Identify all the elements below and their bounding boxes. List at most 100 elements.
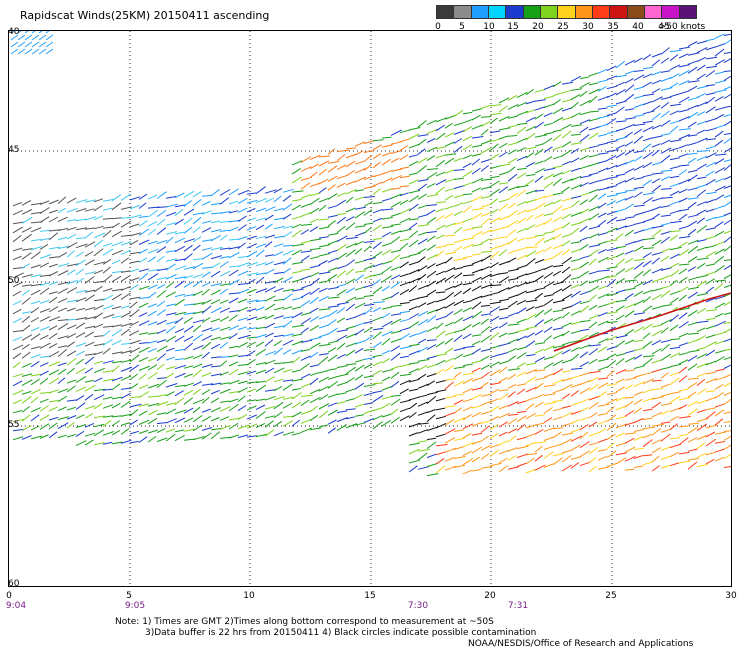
- time-label: 9:04: [5, 601, 27, 611]
- wind-barb: [111, 360, 122, 364]
- wind-barb: [246, 341, 256, 348]
- wind-barb: [192, 354, 203, 360]
- wind-barb: [210, 417, 220, 422]
- wind-barb: [633, 177, 644, 180]
- wind-barb: [363, 363, 373, 369]
- wind-barb: [138, 257, 148, 263]
- wind-barb: [507, 401, 519, 407]
- wind-barb: [615, 162, 628, 168]
- wind-barb: [615, 197, 627, 204]
- wind-barb: [282, 402, 293, 409]
- wind-barb: [426, 270, 437, 279]
- wind-barb: [354, 422, 366, 426]
- legend-label: 0: [435, 22, 441, 32]
- wind-barb: [201, 372, 212, 377]
- wind-barb: [705, 46, 716, 51]
- wind-barb: [435, 407, 446, 411]
- wind-barb: [75, 402, 86, 411]
- wind-barb: [534, 422, 545, 426]
- note-line-1: Note: 1) Times are GMT 2)Times along bot…: [115, 617, 494, 627]
- wind-barb: [570, 200, 580, 208]
- wind-barb: [543, 257, 554, 261]
- wind-barb: [318, 160, 330, 167]
- wind-barb: [651, 239, 662, 247]
- wind-barb: [30, 378, 40, 386]
- wind-barb: [48, 229, 61, 232]
- wind-barb: [462, 414, 472, 421]
- wind-barb: [705, 38, 716, 42]
- wind-barb: [264, 376, 275, 383]
- wind-barb: [390, 175, 402, 181]
- wind-barb: [336, 199, 346, 207]
- wind-barb: [651, 324, 663, 328]
- wind-barb: [201, 396, 210, 404]
- wind-barb: [552, 270, 562, 277]
- wind-barb: [228, 361, 239, 367]
- wind-barb: [336, 235, 348, 243]
- wind-barb: [489, 369, 501, 377]
- wind-barb: [624, 396, 635, 399]
- wind-barb: [561, 305, 573, 310]
- wind-barb: [210, 283, 222, 287]
- wind-barb: [696, 280, 707, 288]
- wind-barb: [633, 435, 645, 441]
- wind-barb: [417, 394, 428, 398]
- wind-barb: [579, 147, 590, 152]
- wind-barb: [408, 127, 421, 131]
- wind-barb: [507, 115, 518, 119]
- wind-barb: [444, 331, 456, 336]
- wind-barb: [300, 427, 312, 433]
- wind-barb: [120, 387, 131, 390]
- wind-barb: [372, 307, 382, 313]
- wind-barb: [363, 150, 375, 153]
- wind-barb: [48, 232, 59, 241]
- wind-barb: [678, 332, 689, 338]
- wind-barb: [399, 255, 411, 260]
- wind-barb: [471, 136, 484, 139]
- wind-barb: [543, 181, 554, 189]
- wind-barb: [147, 310, 157, 317]
- wind-barb: [408, 343, 420, 347]
- wind-barb: [327, 184, 336, 191]
- wind-barb: [417, 318, 429, 326]
- wind-barb: [480, 364, 490, 370]
- lon-label: 5: [126, 591, 132, 601]
- wind-barb: [696, 56, 707, 63]
- wind-barb: [579, 76, 590, 80]
- wind-barb: [147, 303, 157, 308]
- wind-barb: [174, 204, 186, 208]
- wind-barb: [138, 391, 150, 398]
- wind-barb: [714, 230, 725, 237]
- wind-barb: [561, 432, 574, 436]
- wind-barb: [300, 212, 312, 217]
- wind-barb: [642, 439, 653, 448]
- wind-barb: [471, 243, 483, 247]
- wind-barb: [633, 374, 644, 378]
- wind-barb: [696, 239, 707, 243]
- wind-barb: [309, 163, 319, 170]
- wind-barb: [633, 69, 644, 72]
- wind-barb: [75, 430, 85, 438]
- wind-barb: [534, 429, 544, 435]
- wind-barb: [39, 237, 51, 241]
- wind-barb: [687, 332, 699, 335]
- wind-barb: [552, 350, 563, 358]
- wind-barb: [66, 350, 77, 357]
- wind-barb: [363, 264, 375, 270]
- wind-barb: [183, 335, 194, 342]
- wind-barb: [147, 332, 159, 335]
- wind-barb: [498, 151, 508, 158]
- wind-barb: [300, 284, 311, 289]
- wind-barb: [129, 277, 140, 282]
- wind-barb: [282, 361, 294, 364]
- wind-barb: [462, 111, 473, 115]
- wind-barb: [417, 248, 427, 254]
- wind-barb: [75, 367, 86, 375]
- wind-barb: [75, 227, 88, 231]
- wind-barb: [606, 279, 616, 287]
- wind-barb: [723, 236, 731, 243]
- wind-barb: [426, 263, 436, 270]
- legend-label: 25: [557, 22, 569, 32]
- wind-barb: [273, 243, 284, 248]
- wind-barb: [669, 234, 678, 242]
